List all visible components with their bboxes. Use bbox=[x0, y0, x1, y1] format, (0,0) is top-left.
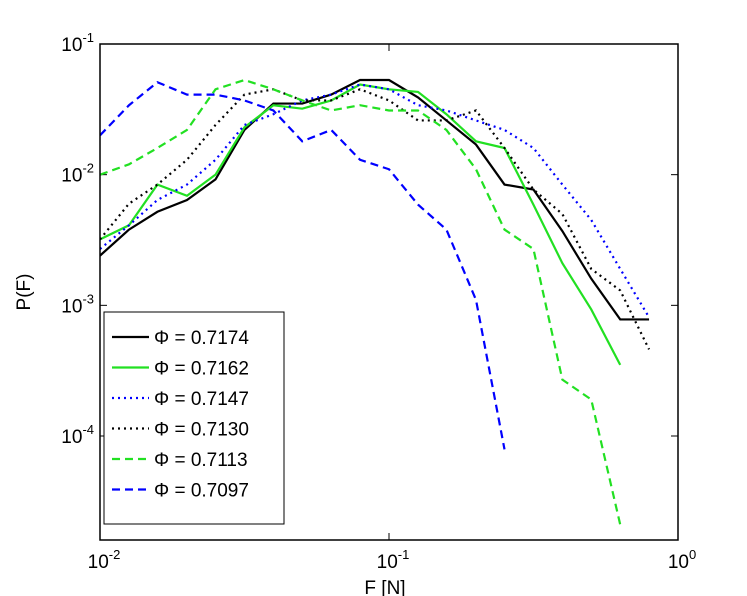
series-line bbox=[100, 78, 622, 525]
series-line bbox=[100, 83, 622, 366]
x-tick-label-base: 10 bbox=[668, 552, 689, 573]
series-line bbox=[100, 88, 651, 350]
y-tick-label-base: 10 bbox=[61, 35, 82, 56]
x-axis-label: F [N] bbox=[364, 578, 405, 596]
y-tick-label-exponent: -2 bbox=[82, 161, 94, 176]
series-line bbox=[100, 78, 650, 321]
x-tick-label: 100 bbox=[668, 547, 696, 573]
y-tick-label: 10-2 bbox=[61, 161, 94, 187]
y-axis-label: P(F) bbox=[14, 274, 35, 311]
y-tick-label-exponent: -3 bbox=[82, 291, 94, 306]
legend-label: Φ = 0.7097 bbox=[154, 481, 249, 502]
legend-label: Φ = 0.7130 bbox=[154, 420, 249, 441]
x-tick-label-base: 10 bbox=[377, 552, 398, 573]
series-line bbox=[100, 83, 650, 318]
legend-label: Φ = 0.7174 bbox=[154, 328, 249, 349]
y-tick-label: 10-3 bbox=[61, 291, 94, 317]
series-line bbox=[100, 80, 506, 450]
x-tick-label-exponent: -1 bbox=[398, 547, 410, 562]
y-tick-label: 10-1 bbox=[61, 30, 94, 56]
x-tick-label-exponent: 0 bbox=[689, 547, 696, 562]
y-tick-label-base: 10 bbox=[61, 166, 82, 187]
y-tick-label-exponent: -4 bbox=[82, 422, 94, 437]
x-tick-label: 10-1 bbox=[377, 547, 410, 573]
plot-frame bbox=[99, 43, 679, 541]
legend-box bbox=[103, 311, 285, 525]
x-tick-label-base: 10 bbox=[88, 552, 109, 573]
y-tick-label-base: 10 bbox=[61, 427, 82, 448]
y-tick-label-base: 10 bbox=[61, 296, 82, 317]
legend-label: Φ = 0.7113 bbox=[154, 450, 248, 471]
x-tick-label-exponent: -2 bbox=[109, 547, 121, 562]
y-tick-label: 10-4 bbox=[61, 422, 94, 448]
x-tick-label: 10-2 bbox=[88, 547, 121, 573]
legend-label: Φ = 0.7147 bbox=[154, 389, 249, 410]
legend-label: Φ = 0.7162 bbox=[154, 359, 249, 380]
y-tick-label-exponent: -1 bbox=[82, 30, 94, 45]
